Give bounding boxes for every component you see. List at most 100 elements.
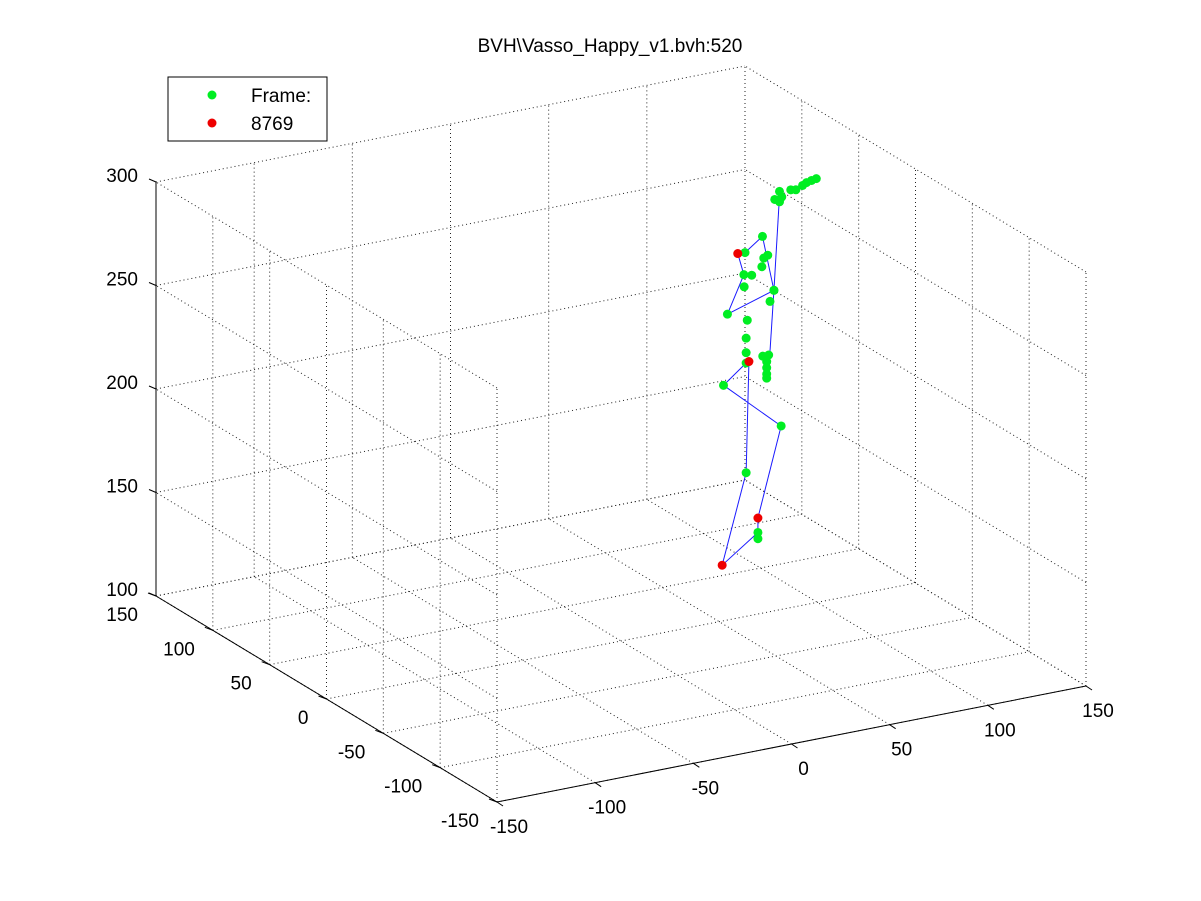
x-tick-label: 50 [891, 740, 912, 761]
y-tick-label: 150 [106, 605, 138, 626]
joint-point [775, 197, 785, 207]
joint-point [740, 248, 750, 258]
x-tick-mark [889, 724, 896, 730]
joint-point [762, 363, 772, 373]
skeleton-joints [717, 174, 821, 570]
y-tick-label: -100 [384, 777, 422, 798]
skeleton-bone [723, 362, 747, 386]
left-grid-line [155, 388, 498, 596]
joint-point [762, 357, 772, 367]
skeleton-bone [757, 425, 782, 519]
joint-point [769, 285, 779, 295]
joint-point [719, 380, 729, 390]
y-tick-mark [431, 764, 441, 769]
x-tick-label: 0 [798, 759, 809, 780]
end-joint-point [733, 249, 743, 259]
left-grid-line [155, 181, 498, 389]
legend-marker-frame [207, 90, 217, 100]
skeleton-bone [721, 472, 747, 566]
skeleton-bone [721, 532, 759, 566]
joint-point [757, 262, 767, 272]
floor-grid-line [383, 616, 973, 734]
tick-labels: -150 -100 -50 0 50 100 150 -150 -100 -50 0 50 100 150… [106, 166, 1114, 838]
back-grid-line [155, 65, 746, 183]
x-tick-mark [987, 704, 995, 710]
z-tick-mark [148, 178, 157, 183]
z-tick-mark [148, 592, 157, 597]
right-grid-line [744, 65, 1087, 273]
y-tick-label: -150 [441, 811, 479, 832]
right-grid-line [744, 376, 1087, 583]
x-tick-label: -150 [490, 817, 528, 838]
joint-point [741, 333, 751, 343]
z-tick-label: 150 [106, 477, 138, 498]
x-tick-label: 100 [984, 720, 1016, 741]
x-tick-label: -50 [692, 778, 719, 799]
joint-point [762, 373, 772, 383]
floor-grid-line [326, 582, 916, 700]
joint-point [776, 421, 786, 431]
floor-grid-line [269, 548, 859, 666]
skeleton-bone [761, 236, 775, 291]
skeleton-bones [721, 195, 782, 566]
legend: Frame: 8769 [167, 76, 328, 142]
y-tick-label: -50 [338, 742, 365, 763]
joint-point [741, 348, 751, 358]
back-grid-line [155, 272, 746, 390]
y-tick-mark [488, 798, 498, 803]
z-tick-mark [148, 385, 157, 390]
skeleton-bone [723, 384, 782, 427]
y-tick-label: 100 [163, 639, 195, 660]
floor-grid-line [212, 513, 802, 631]
x-tick-mark [791, 743, 798, 749]
y-tick-label: 0 [298, 708, 309, 729]
z-tick-mark [148, 489, 157, 493]
z-tick-label: 200 [106, 373, 138, 394]
y-tick-mark [204, 626, 214, 631]
joint-point [765, 296, 775, 306]
chart-title: BVH\Vasso_Happy_v1.bvh:520 [478, 36, 743, 57]
z-tick-mark [148, 282, 157, 286]
grid [155, 65, 1087, 803]
joint-point [742, 315, 752, 325]
legend-box [167, 76, 328, 142]
right-grid-line [744, 169, 1087, 376]
joint-point [811, 174, 821, 184]
skeleton-bone [727, 289, 775, 315]
joint-point [722, 309, 732, 319]
right-grid-line [744, 272, 1087, 480]
end-joint-point [717, 560, 727, 570]
axes [147, 178, 1093, 807]
joint-point [753, 527, 763, 537]
x-tick-mark [693, 762, 700, 768]
end-joint-point [753, 513, 763, 523]
x-tick-mark [594, 782, 602, 788]
joint-point [775, 186, 785, 196]
x-tick-label: 150 [1082, 701, 1114, 722]
legend-marker-number [207, 118, 217, 128]
z-tick-label: 300 [106, 166, 138, 187]
x-tick-mark [496, 801, 504, 807]
joint-point [759, 253, 769, 263]
back-grid-line [155, 479, 746, 597]
joint-point [741, 468, 751, 478]
y-tick-label: 50 [231, 674, 252, 695]
skeleton-bone [773, 195, 781, 291]
y-tick-mark [318, 695, 327, 700]
joint-point [757, 231, 767, 241]
skeleton-bone [726, 274, 745, 315]
legend-label-number: 8769 [251, 114, 293, 135]
left-grid-line [155, 285, 498, 492]
back-grid-line [155, 376, 746, 493]
joint-point [747, 270, 757, 280]
joint-point [739, 282, 749, 292]
joint-point [753, 534, 763, 544]
floor-grid-line [440, 651, 1030, 769]
joint-point [791, 185, 801, 195]
back-grid-line [155, 169, 746, 286]
y-tick-mark [375, 729, 384, 734]
x-tick-mark [1085, 685, 1093, 691]
y-tick-mark [261, 661, 270, 666]
z-tick-label: 250 [106, 270, 138, 291]
